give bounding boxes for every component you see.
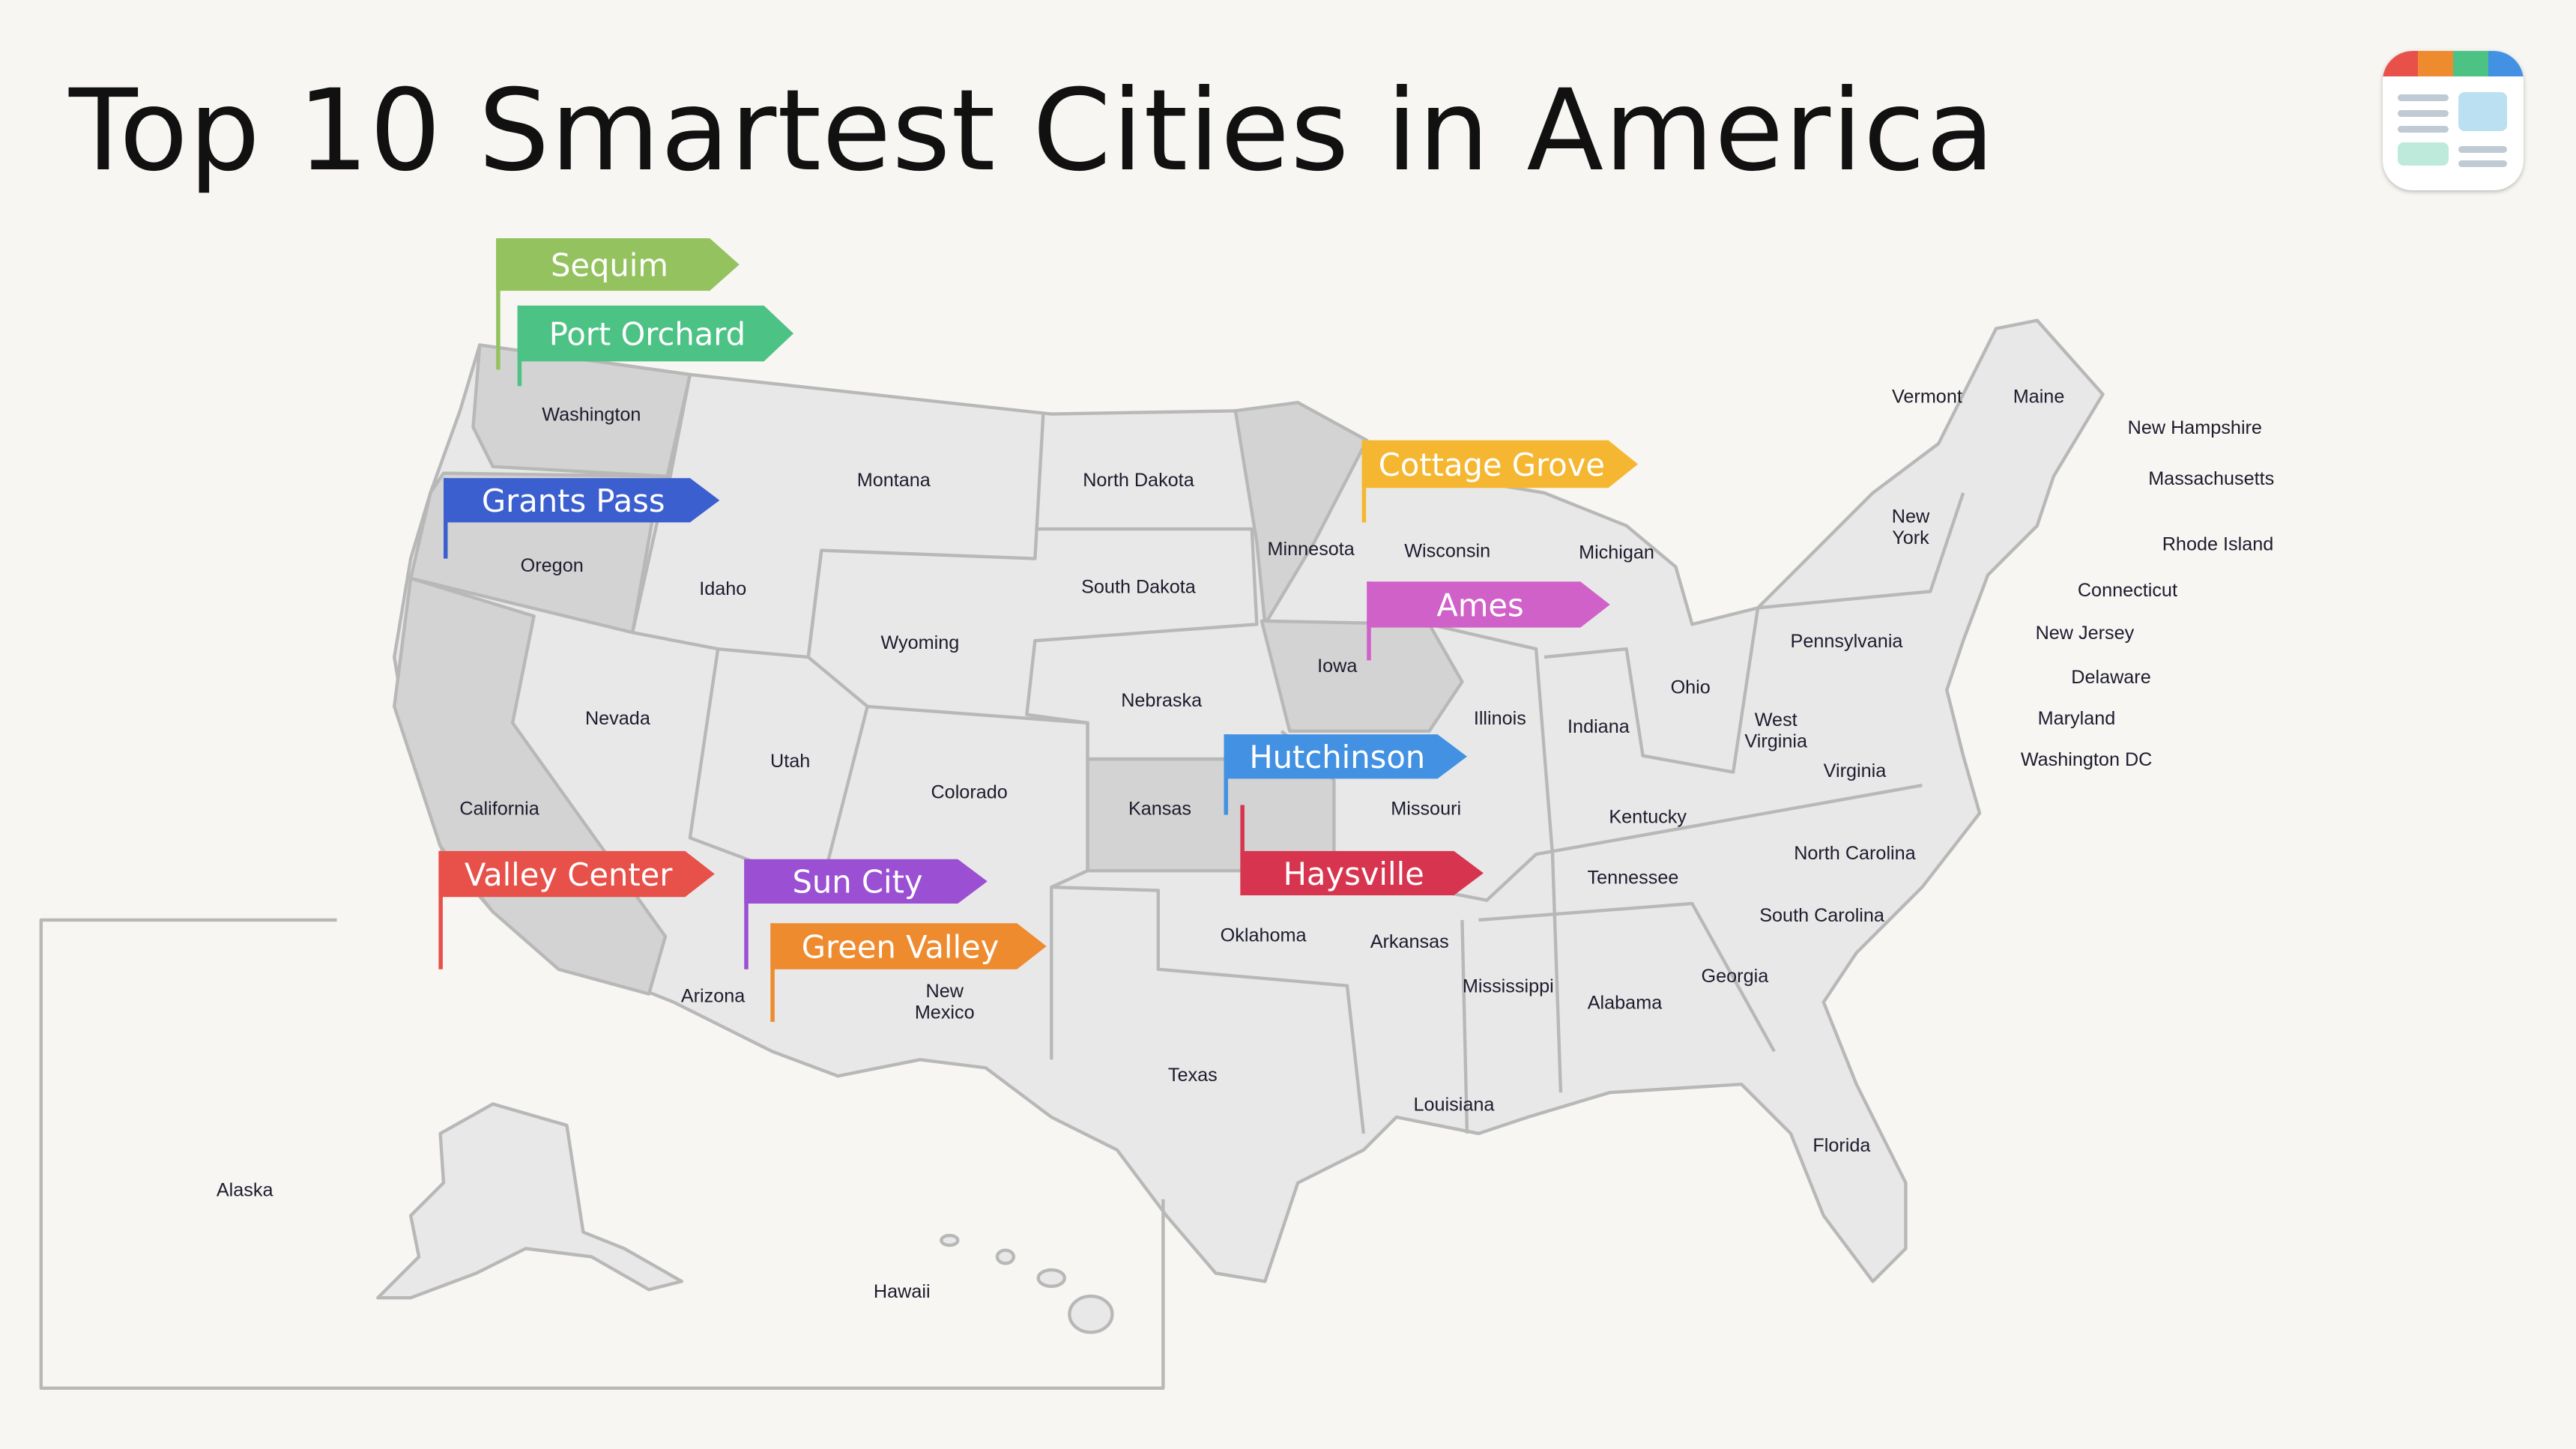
flag-banner	[1224, 734, 1467, 779]
state-label-vermont: Vermont	[1892, 386, 1962, 407]
state-label-washington-dc: Washington DC	[2021, 749, 2153, 770]
flag-pole	[770, 923, 775, 1022]
state-label-tennessee: Tennessee	[1587, 868, 1678, 889]
state-alaska	[376, 1102, 684, 1300]
state-label-washington: Washington	[542, 404, 641, 425]
flag-banner	[1367, 581, 1610, 628]
state-label-rhode-island: Rhode Island	[2162, 534, 2274, 555]
page-title: Top 10 Smartest Cities in America	[69, 66, 1996, 196]
state-label-oklahoma: Oklahoma	[1221, 925, 1307, 946]
city-flag-cottage-grove: Cottage Grove	[1361, 440, 1639, 523]
state-label-georgia: Georgia	[1702, 966, 1770, 987]
inset-frame	[39, 918, 1165, 1391]
state-label-connecticut: Connecticut	[2078, 580, 2177, 601]
city-flag-ames: Ames	[1367, 581, 1610, 661]
city-name: Ames	[1436, 587, 1523, 623]
state-label-california: California	[459, 799, 539, 820]
state-label-new-jersey: New Jersey	[2036, 623, 2135, 644]
state-label-hawaii: Hawaii	[874, 1281, 931, 1302]
state-minnesota	[1233, 401, 1369, 626]
state-label-maryland: Maryland	[2038, 708, 2116, 729]
state-label-arkansas: Arkansas	[1370, 931, 1449, 952]
city-name: Valley Center	[465, 856, 673, 893]
state-label-illinois: Illinois	[1474, 708, 1526, 729]
state-label-south-dakota: South Dakota	[1081, 577, 1197, 598]
state-label-kansas: Kansas	[1128, 799, 1191, 820]
city-name: Sequim	[551, 246, 668, 283]
city-name: Cottage Grove	[1379, 447, 1605, 483]
state-hawaii	[940, 1233, 1114, 1334]
city-flag-haysville: Haysville	[1240, 805, 1484, 896]
state-label-colorado: Colorado	[931, 782, 1007, 803]
state-label-idaho: Idaho	[699, 578, 746, 599]
state-washington	[471, 343, 692, 479]
flag-banner	[1240, 850, 1484, 896]
app-logo	[2383, 51, 2524, 190]
city-flag-port-orchard: Port Orchard	[517, 305, 794, 387]
state-label-michigan: Michigan	[1579, 542, 1654, 563]
city-flag-hutchinson: Hutchinson	[1224, 734, 1467, 815]
city-name: Port Orchard	[549, 316, 746, 353]
flag-pole	[744, 859, 749, 969]
state-label-indiana: Indiana	[1567, 716, 1630, 737]
state-label-new-mexico: New Mexico	[915, 981, 975, 1023]
flag-banner	[438, 850, 715, 898]
city-flag-sequim: Sequim	[496, 238, 740, 370]
state-label-minnesota: Minnesota	[1268, 539, 1355, 560]
state-label-maine: Maine	[2013, 386, 2065, 407]
flag-banner	[444, 478, 720, 523]
state-label-north-carolina: North Carolina	[1794, 843, 1916, 864]
state-label-west-virginia: West Virginia	[1744, 710, 1808, 752]
city-flag-valley-center: Valley Center	[438, 850, 715, 969]
state-label-alaska: Alaska	[217, 1179, 274, 1200]
state-label-delaware: Delaware	[2071, 667, 2150, 688]
state-label-wyoming: Wyoming	[880, 632, 959, 653]
state-label-massachusetts: Massachusetts	[2148, 468, 2274, 489]
state-label-mississippi: Mississippi	[1463, 975, 1554, 996]
city-flag-grants-pass: Grants Pass	[444, 478, 720, 559]
city-flag-sun-city: Sun City	[744, 859, 988, 969]
city-flag-green-valley: Green Valley	[770, 923, 1047, 1022]
flag-banner	[517, 305, 794, 362]
state-label-oregon: Oregon	[521, 555, 584, 576]
state-label-wisconsin: Wisconsin	[1404, 540, 1490, 561]
flag-banner	[496, 238, 740, 291]
state-label-nevada: Nevada	[585, 708, 651, 729]
state-label-utah: Utah	[770, 751, 810, 772]
state-label-florida: Florida	[1812, 1135, 1871, 1156]
state-label-alabama: Alabama	[1588, 992, 1663, 1013]
state-label-texas: Texas	[1168, 1065, 1218, 1086]
city-name: Green Valley	[802, 928, 1000, 965]
state-label-montana: Montana	[857, 470, 931, 491]
flag-banner	[770, 923, 1047, 969]
city-name: Grants Pass	[482, 483, 665, 519]
city-name: Haysville	[1284, 856, 1424, 892]
city-name: Sun City	[792, 864, 922, 901]
state-label-ohio: Ohio	[1671, 677, 1711, 698]
flag-banner	[1361, 440, 1639, 488]
state-label-arizona: Arizona	[681, 986, 746, 1007]
state-label-iowa: Iowa	[1317, 656, 1358, 677]
state-label-louisiana: Louisiana	[1413, 1094, 1495, 1115]
flag-pole	[496, 238, 501, 370]
city-name: Hutchinson	[1249, 739, 1425, 775]
flag-banner	[744, 859, 988, 904]
state-label-new-hampshire: New Hampshire	[2128, 417, 2262, 438]
state-label-south-carolina: South Carolina	[1759, 905, 1885, 926]
flag-pole	[438, 850, 443, 969]
state-label-virginia: Virginia	[1824, 760, 1887, 781]
state-label-missouri: Missouri	[1391, 799, 1461, 820]
state-label-new-york: New York	[1892, 506, 1930, 548]
state-label-north-dakota: North Dakota	[1083, 470, 1194, 491]
state-label-pennsylvania: Pennsylvania	[1791, 631, 1904, 652]
state-label-kentucky: Kentucky	[1609, 807, 1687, 828]
state-label-nebraska: Nebraska	[1121, 690, 1203, 711]
flag-pole	[1240, 805, 1245, 896]
state-iowa	[1260, 619, 1464, 733]
